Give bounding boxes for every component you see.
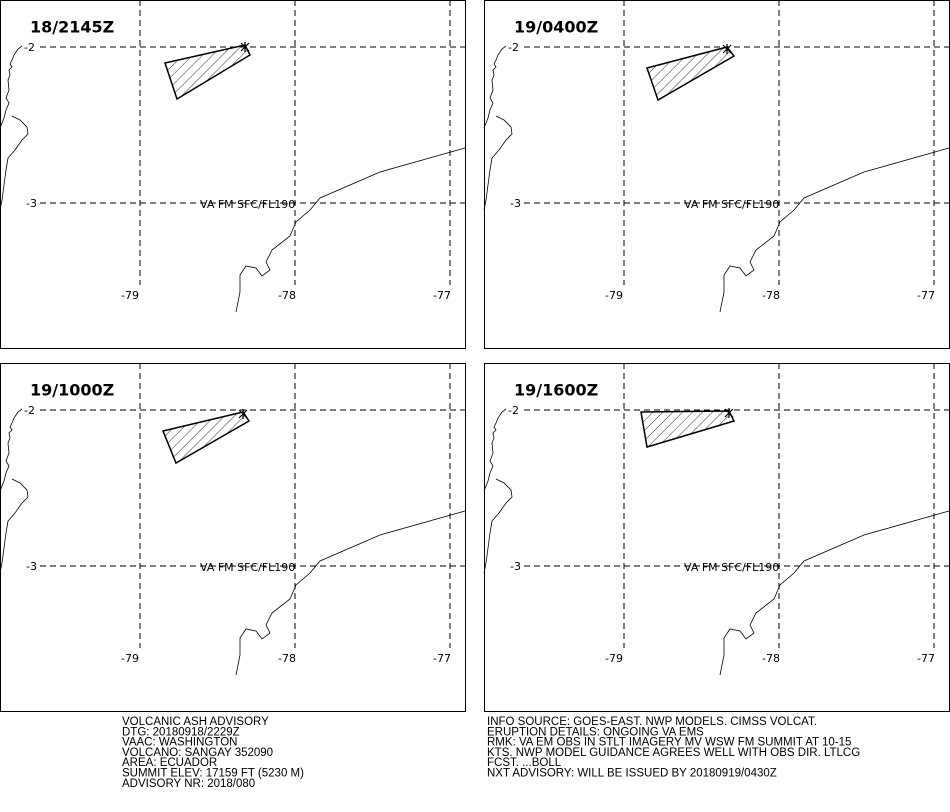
cloud-label: VA FM SFC/FL190 [200,198,295,211]
lat-label-bg [22,196,36,210]
lat-label: -3 [510,560,521,573]
panel-frame [0,0,466,349]
advisory-line: RMK: VA EM OBS IN STLT IMAGERY MV WSW FM… [487,737,851,749]
volcano-marker [722,44,732,54]
lat-label: -2 [24,404,35,417]
advisory-line: NXT ADVISORY: WILL BE ISSUED BY 20180919… [487,768,777,780]
lon-label: -79 [605,289,623,302]
advisory-line: AREA: ECUADOR [122,757,217,769]
lat-label-bg [506,403,520,417]
map-panel: 19/1000Z VA FM SFC/FL190 -2 -3 -79 -78 -77 [0,363,466,712]
lon-label: -77 [917,289,935,302]
lon-label: -77 [917,652,935,665]
map-panel: 19/1600Z VA FM SFC/FL190 -2 -3 -79 -78 -77 [483,363,950,712]
lon-label: -78 [762,652,780,665]
coastline [483,406,514,574]
advisory-line: ERUPTION DETAILS: ONGOING VA EMS [487,726,704,738]
advisory-line: VOLCANIC ASH ADVISORY [122,716,269,728]
map-panel: 18/2145Z VA FM SFC/FL190 -2 -3 -79 -78 -77 [0,0,466,349]
coastline [0,43,30,211]
volcano-marker [240,42,250,52]
advisory-line: ADVISORY NR: 2018/080 [122,778,255,790]
lon-label: -79 [121,289,139,302]
lat-label: -3 [26,197,37,210]
lon-label: -79 [605,652,623,665]
lat-label-bg [506,196,520,210]
lat-label-bg [22,403,36,417]
border [235,147,466,313]
ash-cloud [640,410,736,448]
valid-time: 19/1600Z [514,381,598,400]
border [719,147,950,313]
ash-cloud [646,46,736,102]
advisory-line: VOLCANO: SANGAY 352090 [122,747,273,759]
valid-time: 19/0400Z [514,18,598,37]
volcano-marker [238,409,248,419]
advisory-line: FCST. ...BOLL [487,757,562,769]
valid-time: 19/1000Z [30,381,114,400]
lat-label: -3 [26,560,37,573]
panel-frame [0,363,466,712]
ash-cloud [161,411,251,465]
lat-label-bg [22,40,36,54]
lat-label-bg [22,559,36,573]
lat-label: -3 [510,197,521,210]
lat-label-bg [506,40,520,54]
lon-label: -78 [278,289,296,302]
valid-time: 18/2145Z [30,18,114,37]
advisory-line: KTS. NWP MODEL GUIDANCE AGREES WELL WITH… [487,747,860,759]
lon-label: -78 [762,289,780,302]
border [719,510,950,676]
advisory-line: INFO SOURCE: GOES-EAST. NWP MODELS. CIMS… [487,716,817,728]
lat-label: -2 [24,41,35,54]
map-panel: 19/0400Z VA FM SFC/FL190 -2 -3 -79 -78 -77 [483,0,950,349]
cloud-label: VA FM SFC/FL190 [684,198,779,211]
lon-label: -77 [433,289,451,302]
ash-cloud [164,44,251,101]
advisory-line: DTG: 20180918/2229Z [122,726,240,738]
cloud-label: VA FM SFC/FL190 [200,561,295,574]
coastline [483,43,514,211]
advisory-line: SUMMIT ELEV: 17159 FT (5230 M) [122,768,304,780]
lon-label: -79 [121,652,139,665]
lat-label: -2 [508,404,519,417]
coastline [0,406,30,574]
advisory-line: VAAC: WASHINGTON [122,737,237,749]
lon-label: -77 [433,652,451,665]
cloud-label: VA FM SFC/FL190 [684,561,779,574]
lon-label: -78 [278,652,296,665]
border [235,510,466,676]
lat-label: -2 [508,41,519,54]
volcano-marker [724,408,734,418]
lat-label-bg [506,559,520,573]
